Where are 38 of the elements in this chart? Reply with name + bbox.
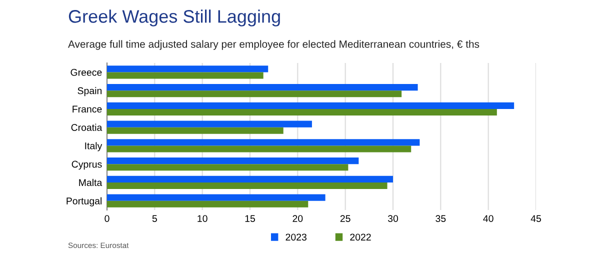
bar [107, 102, 514, 109]
y-tick-label: Cyprus [72, 160, 102, 170]
x-tick-label: 20 [292, 215, 303, 222]
y-tick-label: France [72, 106, 102, 113]
x-tick-label: 30 [388, 215, 398, 222]
y-tick-label: Malta [79, 178, 102, 186]
chart-title: Greek Wages Still Lagging [68, 10, 280, 26]
bar [107, 146, 412, 152]
x-tick-label: 10 [198, 215, 208, 222]
y-tick-label: Spain [78, 87, 102, 96]
chart-subtitle: Average full time adjusted salary per employee for elected Mediterranean countries, € ths [68, 40, 480, 50]
legend-label: 2022 [350, 234, 371, 241]
y-tick-label: Italy [85, 142, 102, 152]
bar [107, 66, 268, 72]
bar [107, 72, 264, 79]
bar [107, 108, 497, 116]
bar [107, 182, 388, 190]
y-tick-label: Portugal [66, 197, 102, 206]
bar [107, 127, 284, 134]
bar [107, 90, 402, 98]
legend-label: 2023 [286, 234, 306, 241]
bar [107, 194, 326, 201]
x-tick-label: 0 [104, 215, 110, 222]
x-tick-label: 25 [340, 215, 350, 222]
bar [107, 176, 393, 182]
bar [107, 120, 312, 128]
x-tick-label: 45 [530, 215, 541, 222]
x-tick-label: 40 [483, 215, 494, 222]
y-tick-label: Greece [70, 68, 102, 76]
bar [107, 139, 420, 146]
x-tick-label: 15 [245, 215, 255, 222]
bar [107, 157, 359, 164]
bar [107, 164, 348, 171]
x-tick-label: 35 [436, 215, 446, 222]
x-tick-label: 5 [152, 215, 157, 222]
y-tick-label: Croatia [71, 124, 102, 131]
bar [107, 84, 418, 91]
bar [107, 200, 308, 208]
